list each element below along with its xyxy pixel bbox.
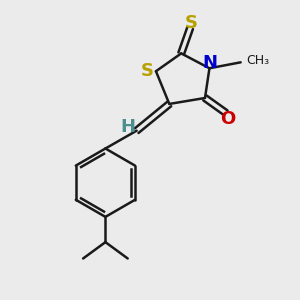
Text: H: H	[121, 118, 136, 136]
Text: CH₃: CH₃	[246, 54, 269, 67]
Text: S: S	[185, 14, 198, 32]
Text: N: N	[202, 54, 217, 72]
Text: O: O	[220, 110, 235, 128]
Text: S: S	[141, 62, 154, 80]
